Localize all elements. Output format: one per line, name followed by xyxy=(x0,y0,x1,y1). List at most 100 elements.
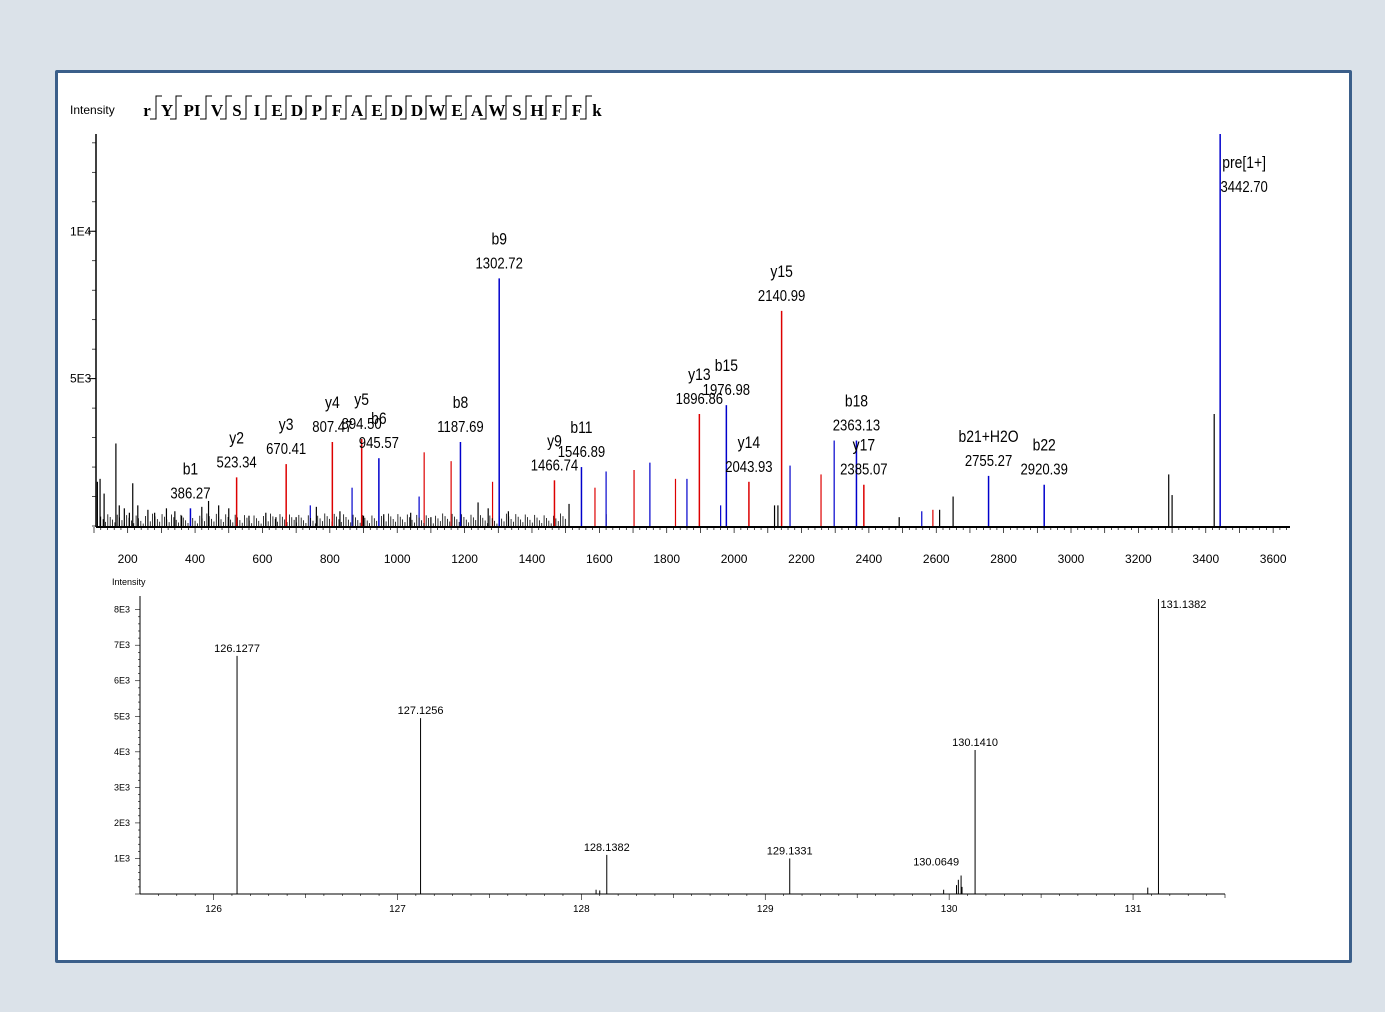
x-tick-label: 800 xyxy=(320,552,340,566)
x-tick-label: 1000 xyxy=(384,552,411,566)
ion-name-label: y5 xyxy=(354,391,369,410)
sequence-residue: E xyxy=(371,101,382,120)
fragment-marker xyxy=(360,95,372,120)
x-tick-label: 2000 xyxy=(721,552,748,566)
ion-name-label: b15 xyxy=(715,357,738,376)
ion-name-label: y9 xyxy=(547,432,562,451)
sequence-residue: F xyxy=(552,101,562,120)
x-tick-label: 3600 xyxy=(1260,552,1287,566)
ion-mz-label: 807.47 xyxy=(312,419,352,436)
ion-mz-label: 386.27 xyxy=(170,485,210,502)
sequence-residue: D xyxy=(291,101,303,120)
ion-mz-label: 945.57 xyxy=(359,435,399,452)
x-tick-label: 1400 xyxy=(519,552,546,566)
ion-mz-label: 894.50 xyxy=(342,416,382,433)
ion-mz-label: 2385.07 xyxy=(840,462,887,479)
ion-name-label: pre[1+] xyxy=(1222,154,1266,173)
y-tick-label: 5E3 xyxy=(70,372,92,386)
ion-name-label: b9 xyxy=(491,230,506,249)
ion-mz-label: 2755.27 xyxy=(965,453,1012,470)
ion-name-label: y14 xyxy=(738,434,761,453)
x-tick-label: 400 xyxy=(185,552,205,566)
sequence-residue: r xyxy=(143,101,151,120)
ms2-spectrum-chart: 200 400 600 800 1000 1200 1400 1600 1800 2000 2200… xyxy=(70,95,1290,566)
ion-mz-label: 2043.93 xyxy=(725,459,772,476)
ion-name-label: b1 xyxy=(183,460,198,479)
sequence-residue: E xyxy=(451,101,462,120)
x-tick-label: 3000 xyxy=(1058,552,1085,566)
x-tick-label: 1200 xyxy=(451,552,478,566)
fragment-marker xyxy=(320,95,332,120)
fragment-marker xyxy=(480,95,492,120)
x-tick-label: 200 xyxy=(118,552,138,566)
ion-name-label: b6 xyxy=(371,410,386,429)
x-tick-label: 1800 xyxy=(653,552,680,566)
x-tick-label: 1600 xyxy=(586,552,613,566)
ion-mz-label: 1302.72 xyxy=(475,255,522,272)
ion-name-label: b21+H2O xyxy=(959,428,1019,447)
sequence-residue: k xyxy=(592,101,602,120)
x-tick-label: 600 xyxy=(252,552,272,566)
ion-name-label: y17 xyxy=(853,437,875,456)
x-tick-label: 3200 xyxy=(1125,552,1152,566)
sequence-residue: H xyxy=(530,101,543,120)
ion-mz-label: 523.34 xyxy=(217,454,257,471)
ion-mz-label: 1976.98 xyxy=(703,382,750,399)
sequence-residue: PI xyxy=(184,101,201,120)
x-tick-label: 2800 xyxy=(990,552,1017,566)
ion-name-label: y3 xyxy=(279,416,294,435)
sequence-residue: V xyxy=(211,101,224,120)
fragment-marker xyxy=(560,95,572,120)
ion-name-label: b18 xyxy=(845,392,868,411)
sequence-residue: E xyxy=(271,101,282,120)
sequence-residue: D xyxy=(391,101,403,120)
ion-mz-label: 1466.74 xyxy=(531,457,578,474)
sequence-residue: A xyxy=(471,101,484,120)
sequence-residue: I xyxy=(254,101,261,120)
fragment-marker xyxy=(380,95,392,120)
fragment-marker xyxy=(440,95,452,120)
ion-name-label: b8 xyxy=(453,394,468,413)
ion-name-label: b22 xyxy=(1033,437,1056,456)
sequence-residue: Y xyxy=(161,101,173,120)
ion-mz-label: 3442.70 xyxy=(1220,179,1267,196)
fragment-marker xyxy=(170,95,182,120)
fragment-marker xyxy=(260,95,272,120)
sequence-residue: W xyxy=(489,101,506,120)
ion-mz-label: 1896.86 xyxy=(676,391,723,408)
sequence-residue: P xyxy=(312,101,322,120)
fragment-marker xyxy=(340,95,352,120)
sequence-residue: F xyxy=(572,101,582,120)
x-tick-label: 2200 xyxy=(788,552,815,566)
ion-mz-label: 2363.13 xyxy=(833,417,880,434)
sequence-residue: S xyxy=(232,101,241,120)
fragment-marker xyxy=(520,95,532,120)
ion-name-label: y2 xyxy=(229,429,244,448)
sequence-residue: F xyxy=(332,101,342,120)
x-tick-label: 2400 xyxy=(856,552,883,566)
ion-name-label: y4 xyxy=(325,394,340,413)
fragment-marker xyxy=(240,95,252,120)
fragment-marker xyxy=(460,95,472,120)
sequence-residue: D xyxy=(411,101,423,120)
ion-mz-label: 2920.39 xyxy=(1020,462,1067,479)
fragment-marker xyxy=(200,95,212,120)
x-tick-label: 2600 xyxy=(923,552,950,566)
ion-name-label: y13 xyxy=(688,366,710,385)
fragment-marker xyxy=(300,95,312,120)
ion-name-label: b11 xyxy=(570,419,592,438)
y-axis-title: Intensity xyxy=(70,103,115,117)
sequence-residue: W xyxy=(429,101,446,120)
fragment-marker xyxy=(500,95,512,120)
ion-mz-label: 1187.69 xyxy=(437,419,483,436)
fragment-marker xyxy=(280,95,292,120)
fragment-marker xyxy=(580,95,592,120)
fragment-marker xyxy=(220,95,232,120)
sequence-residue: S xyxy=(512,101,521,120)
ion-name-label: y15 xyxy=(770,263,792,282)
sequence-residue: A xyxy=(351,101,364,120)
ion-mz-label: 2140.99 xyxy=(758,288,805,305)
fragment-marker xyxy=(420,95,432,120)
x-tick-label: 3400 xyxy=(1192,552,1219,566)
y-tick-label: 1E4 xyxy=(70,224,92,238)
